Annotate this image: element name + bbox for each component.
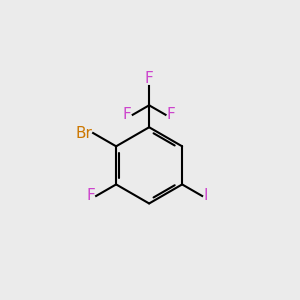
Text: Br: Br <box>75 125 92 140</box>
Text: F: F <box>167 107 176 122</box>
Text: F: F <box>123 107 132 122</box>
Text: I: I <box>203 188 208 203</box>
Text: F: F <box>86 188 95 203</box>
Text: F: F <box>145 71 154 86</box>
